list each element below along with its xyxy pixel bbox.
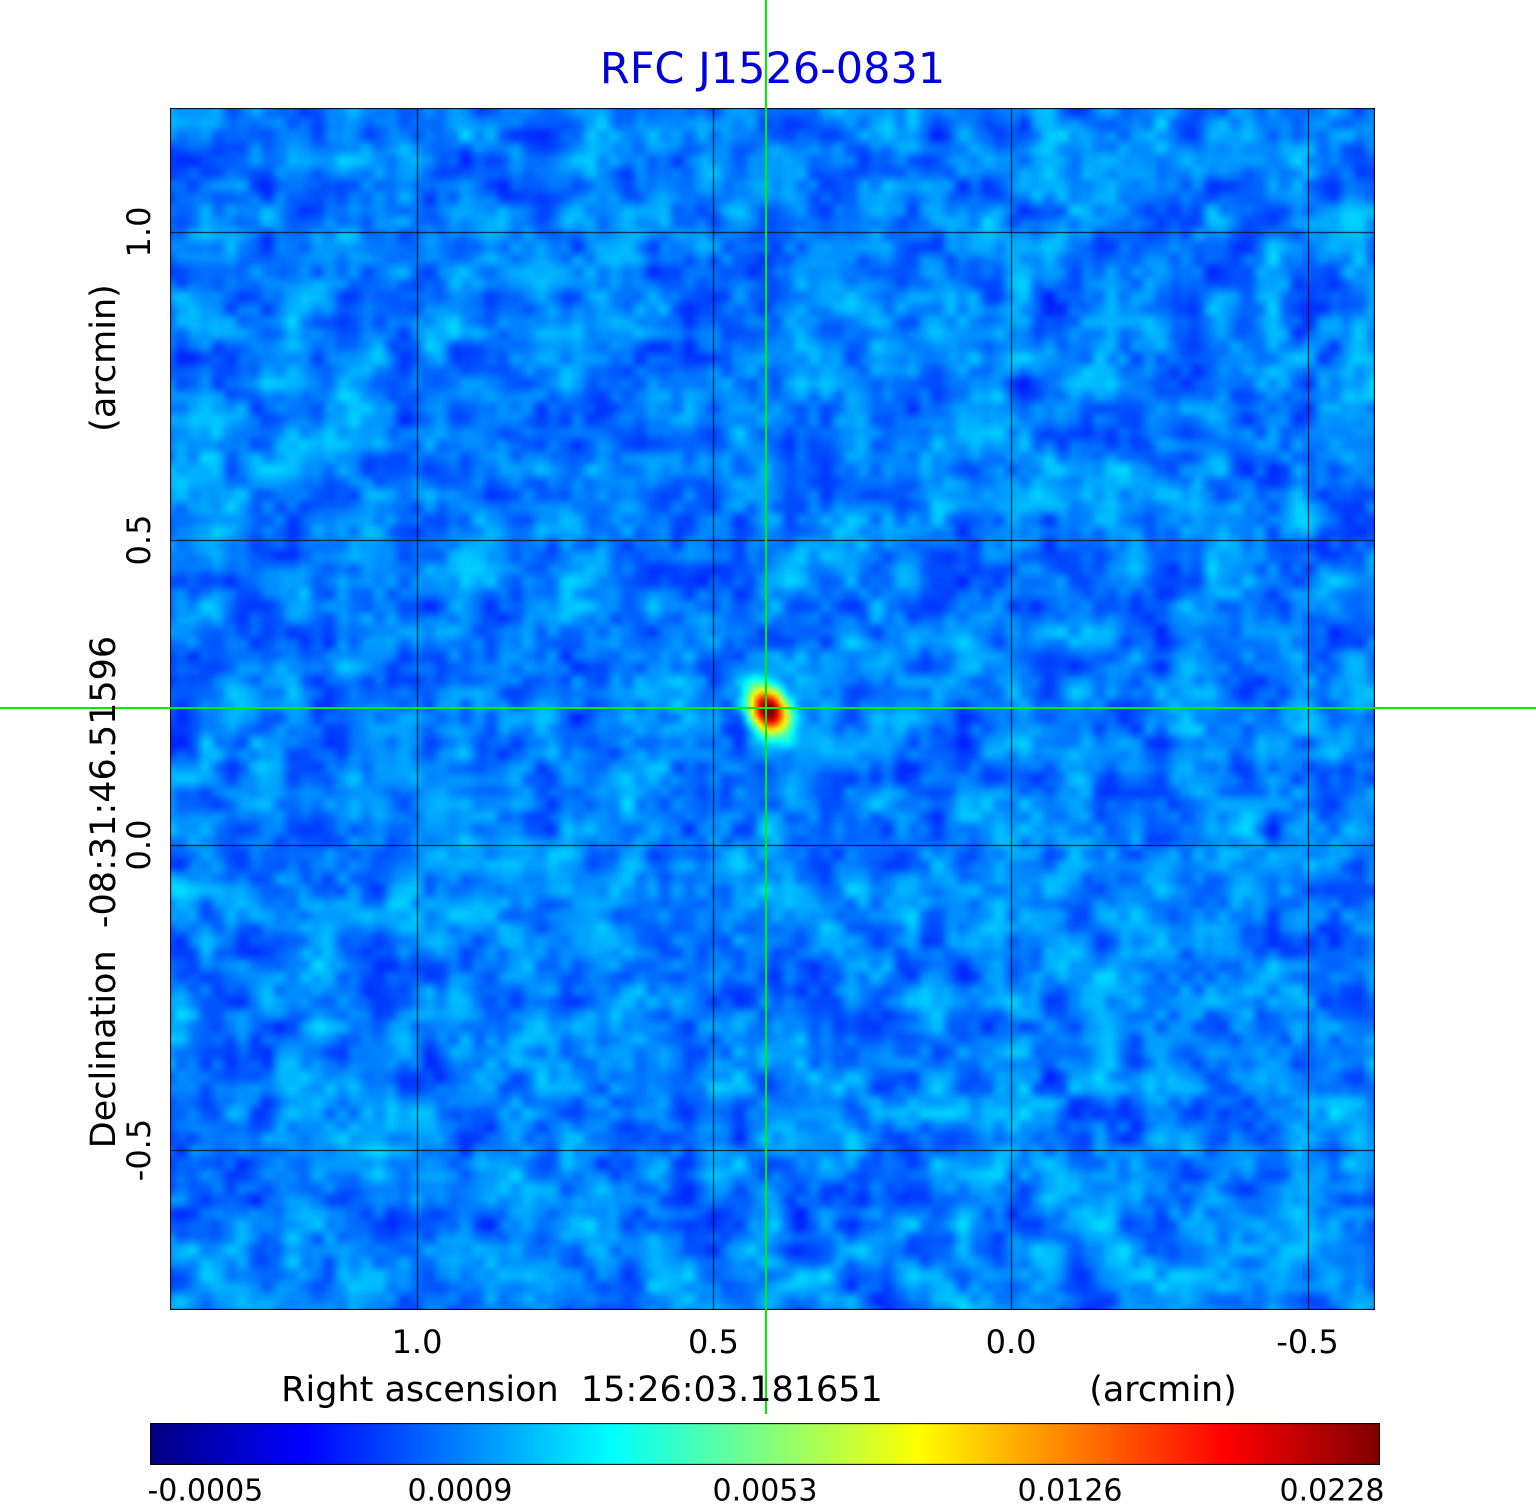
colorbar-tick-label: 0.0126 — [1017, 1473, 1123, 1509]
figure-title: RFC J1526-0831 — [599, 44, 946, 94]
colorbar-canvas — [150, 1423, 1380, 1465]
colorbar-tick-label: 0.0053 — [712, 1473, 818, 1509]
x-tick-label: 0.0 — [985, 1323, 1037, 1361]
x-tick-label: -0.5 — [1276, 1323, 1339, 1361]
y-tick-label: 0.0 — [120, 819, 158, 871]
crosshair-horizontal — [0, 707, 1536, 710]
x-tick-label: 1.0 — [391, 1323, 443, 1361]
x-axis-label: Right ascension 15:26:03.181651 — [281, 1370, 883, 1410]
y-tick-label: 0.5 — [120, 514, 158, 565]
y-unit-label: (arcmin) — [84, 284, 124, 432]
y-axis-label: Declination -08:31:46.51596 — [84, 635, 124, 1149]
x-unit-label: (arcmin) — [1089, 1370, 1237, 1410]
x-tick-label: 0.5 — [688, 1323, 739, 1361]
crosshair-vertical — [764, 0, 767, 1414]
colorbar-tick-label: 0.0228 — [1279, 1473, 1385, 1509]
colorbar-tick-label: 0.0009 — [407, 1473, 513, 1509]
y-tick-label: 1.0 — [120, 206, 158, 258]
colorbar-tick-label: -0.0005 — [147, 1473, 264, 1509]
y-tick-label: -0.5 — [120, 1118, 158, 1182]
